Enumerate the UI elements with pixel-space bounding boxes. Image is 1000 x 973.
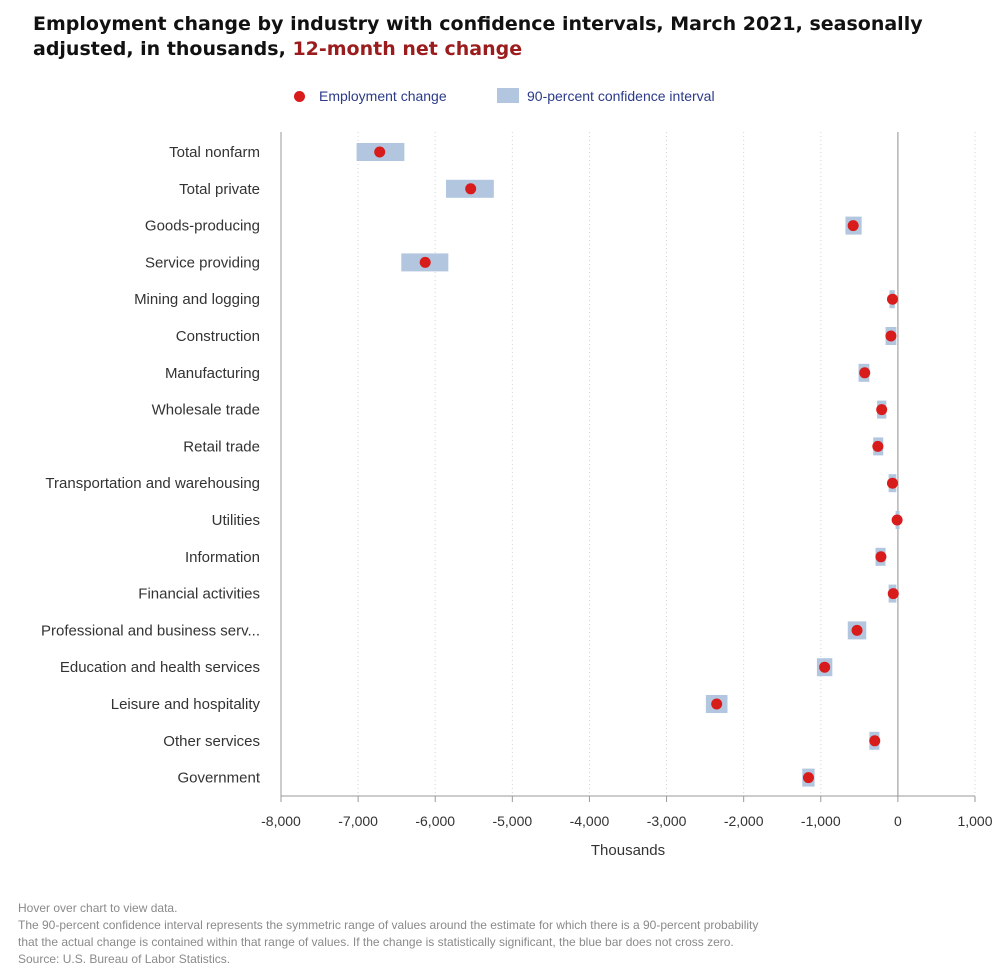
category-label: Professional and business serv... <box>41 622 260 639</box>
employment-change-point[interactable] <box>872 440 884 452</box>
category-label: Education and health services <box>60 659 260 676</box>
employment-change-point[interactable] <box>891 514 903 526</box>
x-tick-label: -3,000 <box>647 813 687 829</box>
employment-change-point[interactable] <box>851 624 863 636</box>
employment-change-point[interactable] <box>869 735 881 747</box>
category-label: Mining and logging <box>134 291 260 308</box>
footnote-hover-hint: Hover over chart to view data. <box>18 901 178 915</box>
x-tick-label: -2,000 <box>724 813 764 829</box>
chart-title-highlight: 12-month net change <box>292 38 523 60</box>
employment-change-point[interactable] <box>875 551 887 563</box>
category-label: Total private <box>179 181 260 198</box>
employment-change-point[interactable] <box>802 772 814 784</box>
x-tick-label: -7,000 <box>338 813 378 829</box>
category-label: Utilities <box>212 512 260 529</box>
category-label: Goods-producing <box>145 218 260 235</box>
employment-change-point[interactable] <box>465 183 477 195</box>
category-label: Manufacturing <box>165 365 260 382</box>
category-label: Wholesale trade <box>152 402 260 419</box>
x-tick-label: -4,000 <box>570 813 610 829</box>
employment-change-point[interactable] <box>886 293 898 305</box>
x-tick-label: 0 <box>894 813 902 829</box>
category-label: Retail trade <box>183 438 260 455</box>
x-tick-label: 1,000 <box>957 813 992 829</box>
category-label: Information <box>185 549 260 566</box>
employment-change-point[interactable] <box>886 477 898 489</box>
category-label: Service providing <box>145 254 260 271</box>
category-label: Construction <box>176 328 260 345</box>
x-tick-label: -6,000 <box>415 813 455 829</box>
legend-point-marker[interactable] <box>294 91 305 102</box>
employment-change-point[interactable] <box>847 220 859 232</box>
chart-title: Employment change by industry with confi… <box>33 12 973 62</box>
legend-interval-swatch[interactable] <box>497 88 519 103</box>
category-label: Leisure and hospitality <box>111 696 261 713</box>
category-label: Government <box>177 770 260 787</box>
x-tick-label: -1,000 <box>801 813 841 829</box>
category-label: Financial activities <box>138 586 260 603</box>
chart-title-main: Employment change by industry with confi… <box>33 13 923 60</box>
employment-change-point[interactable] <box>819 661 831 673</box>
legend: Employment change 90-percent confidence … <box>0 86 1000 108</box>
chart-plot: -8,000 -7,000 -6,000 -5,000 -4,000 -3,000 -2,0… <box>41 132 993 859</box>
x-tick-label: -8,000 <box>261 813 301 829</box>
x-tick-label: -5,000 <box>492 813 532 829</box>
category-label: Total nonfarm <box>169 144 260 161</box>
legend-point-label[interactable]: Employment change <box>319 88 447 104</box>
employment-change-point[interactable] <box>711 698 723 710</box>
category-label: Transportation and warehousing <box>45 475 260 492</box>
employment-change-point[interactable] <box>885 330 897 342</box>
footnote: Hover over chart to view data. The 90-pe… <box>18 900 978 968</box>
x-axis-title: Thousands <box>591 842 665 859</box>
footnote-significance-note: that the actual change is contained with… <box>18 935 734 949</box>
legend-interval-label[interactable]: 90-percent confidence interval <box>527 88 715 104</box>
employment-change-point[interactable] <box>887 588 899 600</box>
footnote-source: Source: U.S. Bureau of Labor Statistics. <box>18 952 231 966</box>
footnote-interval-note: The 90-percent confidence interval repre… <box>18 918 759 932</box>
employment-change-point[interactable] <box>419 256 431 268</box>
employment-change-point[interactable] <box>876 404 888 416</box>
employment-change-point[interactable] <box>859 367 871 379</box>
employment-change-point[interactable] <box>374 146 386 158</box>
category-label: Other services <box>163 733 260 750</box>
